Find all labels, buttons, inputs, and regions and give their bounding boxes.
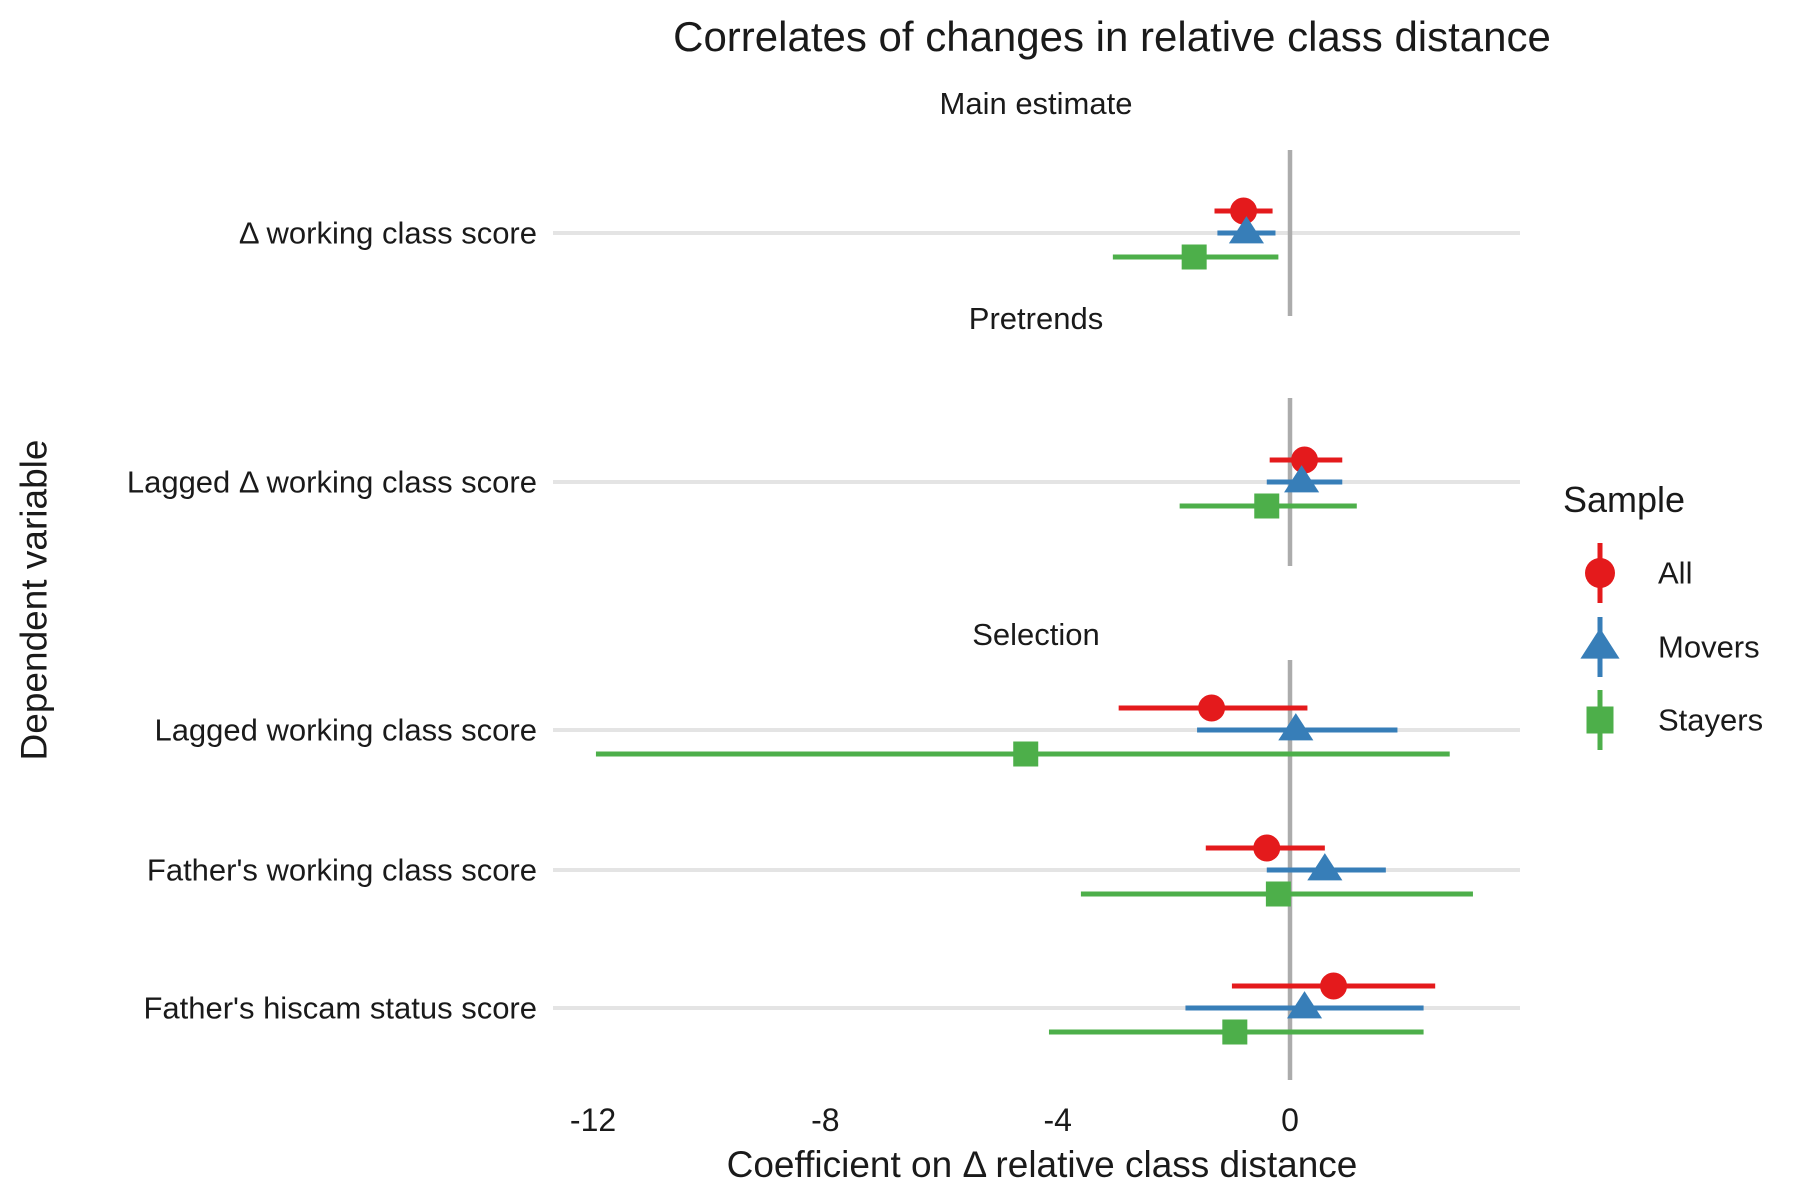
point-all-circle [1253, 834, 1281, 862]
point-movers-triangle [1286, 991, 1323, 1019]
point-all-circle [1198, 694, 1226, 722]
point-stayers-square [1265, 881, 1291, 907]
x-tick-label: 0 [1281, 1102, 1299, 1138]
legend-marker-stayers [1586, 706, 1614, 734]
x-tick-label: -4 [1043, 1102, 1072, 1138]
panel-strip-main-estimate: Main estimate [939, 86, 1133, 121]
legend-item-label-stayers: Stayers [1658, 702, 1764, 738]
panel-strip-selection: Selection [972, 617, 1100, 652]
point-stayers-square [1013, 741, 1039, 767]
x-axis-title: Coefficient on Δ relative class distance [726, 1144, 1358, 1185]
point-movers-triangle [1228, 216, 1264, 244]
row-label: Δ working class score [238, 215, 537, 251]
legend-item-label-movers: Movers [1658, 629, 1760, 665]
legend-marker-movers [1580, 628, 1620, 659]
panel-strip-pretrends: Pretrends [968, 301, 1104, 336]
legend-title: Sample [1563, 479, 1686, 520]
legend-marker-all [1585, 558, 1615, 588]
point-all-circle [1291, 446, 1319, 474]
row-label: Lagged working class score [154, 712, 537, 748]
point-all-circle [1230, 197, 1258, 225]
row-label: Lagged Δ working class score [126, 464, 537, 500]
point-all-circle [1320, 972, 1348, 1000]
chart-title: Correlates of changes in relative class … [673, 13, 1551, 60]
point-stayers-square [1222, 1019, 1248, 1045]
x-tick-label: -8 [811, 1102, 840, 1138]
row-label: Father's hiscam status score [143, 990, 537, 1026]
point-movers-triangle [1278, 713, 1314, 741]
point-stayers-square [1254, 493, 1280, 519]
x-tick-label: -12 [569, 1102, 617, 1138]
row-label: Father's working class score [146, 852, 537, 888]
y-axis-title: Dependent variable [13, 439, 55, 761]
point-movers-triangle [1284, 465, 1320, 493]
point-stayers-square [1181, 244, 1207, 270]
point-movers-triangle [1307, 853, 1343, 881]
legend-item-label-all: All [1658, 555, 1693, 591]
